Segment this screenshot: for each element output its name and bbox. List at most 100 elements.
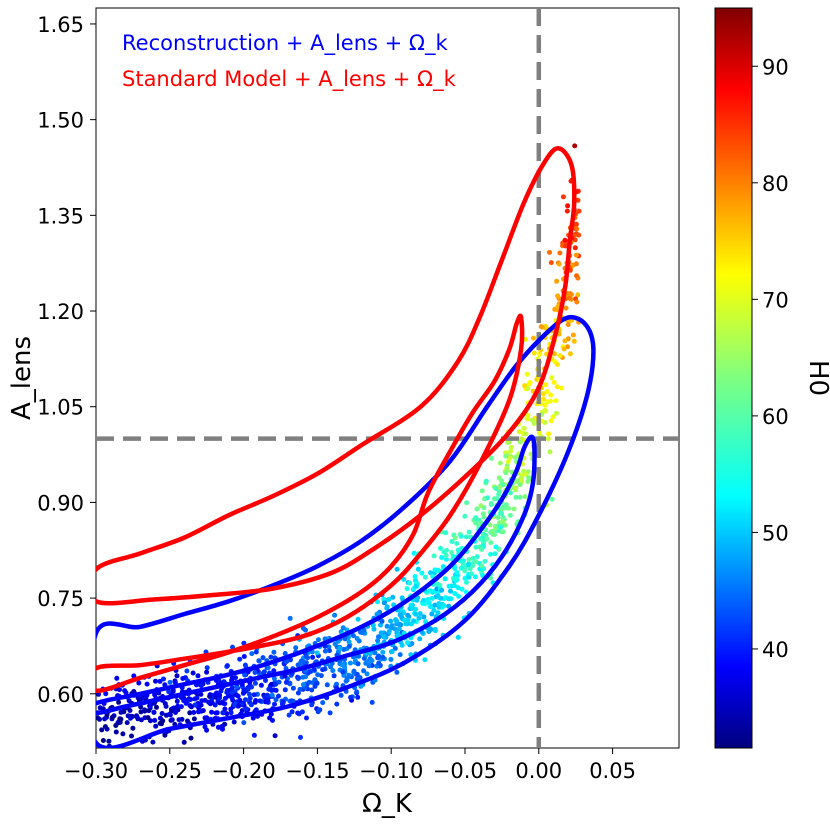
scatter-point <box>195 673 201 679</box>
scatter-point <box>446 603 452 609</box>
scatter-point <box>498 510 503 516</box>
scatter-point <box>554 384 560 390</box>
scatter-point <box>443 530 449 536</box>
scatter-point <box>435 581 441 587</box>
scatter-point <box>490 530 496 536</box>
scatter-point <box>251 732 257 738</box>
colorbar-ticks: 40 50 60 70 80 90 <box>752 55 789 662</box>
scatter-point <box>243 706 249 712</box>
x-tick-label: −0.25 <box>138 759 202 783</box>
scatter-point <box>282 687 288 693</box>
scatter-point <box>276 679 282 685</box>
scatter-point <box>394 566 400 572</box>
scatter-point <box>315 672 321 678</box>
scatter-point <box>251 692 257 698</box>
scatter-point <box>331 673 337 679</box>
scatter-point <box>152 692 158 698</box>
scatter-point <box>224 689 230 695</box>
scatter-point <box>332 612 338 618</box>
scatter-point <box>169 708 175 714</box>
scatter-point <box>153 678 158 684</box>
scatter-point <box>542 402 548 408</box>
x-tick-label: −0.10 <box>359 759 423 783</box>
scatter-point <box>354 671 360 677</box>
scatter-point <box>284 659 289 665</box>
scatter-point <box>464 579 469 585</box>
scatter-point <box>454 541 460 546</box>
scatter-point <box>574 226 580 232</box>
scatter-point <box>484 536 490 542</box>
scatter-point <box>355 694 361 700</box>
scatter-point <box>247 691 252 697</box>
scatter-point <box>544 389 550 394</box>
scatter-point <box>268 711 274 717</box>
contour-standard-model-95- <box>96 146 577 606</box>
scatter-point <box>439 587 445 593</box>
scatter-point <box>495 515 501 520</box>
scatter-point <box>412 574 418 579</box>
scatter-point <box>258 682 264 688</box>
scatter-point <box>502 505 508 511</box>
scatter-point <box>96 691 101 697</box>
scatter-point <box>429 595 435 601</box>
reference-lines <box>96 8 679 748</box>
scatter-point <box>322 648 328 654</box>
scatter-point <box>293 645 299 651</box>
scatter-point <box>269 681 274 687</box>
scatter-point <box>543 382 549 388</box>
scatter-point <box>185 718 190 724</box>
scatter-point <box>538 324 544 330</box>
scatter-point <box>493 544 499 550</box>
scatter-point <box>320 700 326 706</box>
scatter-point <box>163 703 169 709</box>
scatter-point <box>507 455 513 461</box>
scatter-point <box>452 535 458 541</box>
scatter-point <box>421 614 427 620</box>
scatter-point <box>500 519 506 525</box>
scatter-point <box>526 475 531 480</box>
y-tick-label: 1.20 <box>37 300 84 324</box>
scatter-point <box>304 715 309 721</box>
y-tick-label: 1.50 <box>37 109 84 133</box>
scatter-point <box>188 704 194 710</box>
scatter-point <box>488 540 494 546</box>
scatter-point <box>260 655 266 661</box>
scatter-point <box>549 496 555 502</box>
scatter-point <box>273 687 279 693</box>
scatter-point <box>99 727 105 733</box>
scatter-point <box>234 692 240 698</box>
scatter-point <box>562 237 568 243</box>
contour-reconstruction-68- <box>96 434 537 716</box>
scatter-point <box>252 699 258 705</box>
scatter-point <box>559 385 565 391</box>
scatter-point <box>428 570 433 576</box>
scatter-point <box>537 351 543 357</box>
scatter-point <box>417 611 423 617</box>
scatter-point <box>300 674 306 680</box>
scatter-point <box>249 651 255 657</box>
scatter-point <box>256 658 262 664</box>
scatter-point <box>489 455 494 461</box>
scatter-point <box>106 738 112 744</box>
scatter-point <box>161 676 166 682</box>
scatter-point <box>338 692 344 698</box>
scatter-point <box>200 708 206 714</box>
scatter-point <box>449 550 455 555</box>
scatter-point <box>453 578 459 583</box>
scatter-point <box>113 729 119 735</box>
scatter-point <box>222 695 228 701</box>
y-axis: 0.60 0.75 0.90 1.05 1.20 1.35 1.50 1.65 <box>37 13 96 707</box>
legend-entry-standard-model: Standard Model + A_lens + Ω_k <box>122 67 457 92</box>
scatter-point <box>369 699 375 705</box>
scatter-point <box>455 585 461 591</box>
scatter-point <box>169 717 175 723</box>
scatter-point <box>525 385 531 391</box>
scatter-point <box>312 677 318 683</box>
scatter-point <box>253 649 259 655</box>
scatter-point <box>207 694 213 699</box>
scatter-point <box>553 398 559 404</box>
scatter-point <box>314 650 320 656</box>
scatter-point <box>503 470 509 476</box>
scatter-point <box>159 711 165 716</box>
y-tick-label: 1.05 <box>37 396 84 420</box>
